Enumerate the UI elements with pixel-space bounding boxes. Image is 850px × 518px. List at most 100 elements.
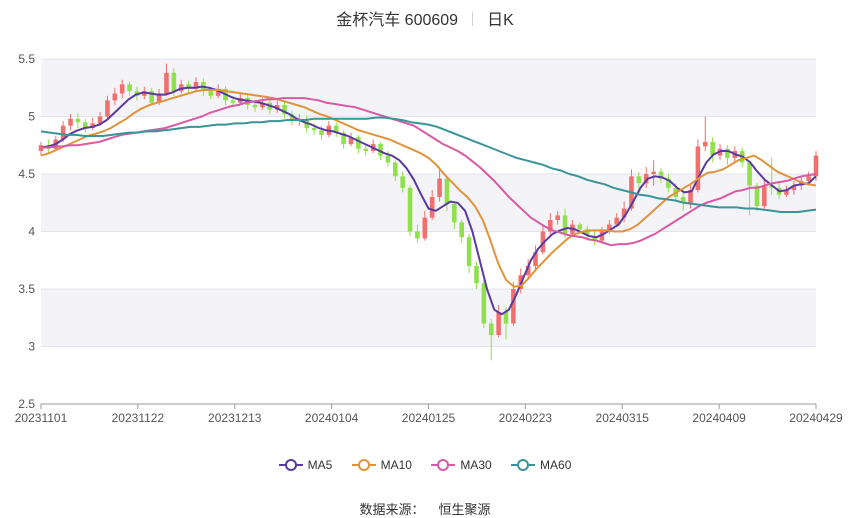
candle-down — [385, 155, 391, 163]
candle-down — [725, 148, 730, 158]
candle-down — [149, 91, 155, 103]
candle-down — [171, 72, 177, 92]
y-tick-label: 5 — [28, 110, 35, 124]
candle-down — [378, 144, 383, 156]
candle-up — [156, 93, 162, 103]
legend-item-ma5[interactable]: MA5 — [278, 458, 333, 472]
moving-average-lines — [40, 85, 817, 316]
x-tick-label: 20240104 — [305, 411, 359, 425]
candle-up — [60, 125, 66, 140]
candle-up — [119, 84, 125, 94]
candle-up — [791, 185, 797, 191]
candle-down — [503, 312, 509, 324]
y-axis-ticks: 2.5 3 3.5 4 4.5 5 5.5 — [18, 52, 35, 411]
candle-up — [429, 197, 435, 218]
legend-label-ma60: MA60 — [540, 458, 572, 472]
legend-item-ma30[interactable]: MA30 — [431, 458, 492, 472]
candle-up — [688, 190, 693, 203]
candle-up — [164, 72, 169, 94]
legend-label-ma5: MA5 — [307, 458, 333, 472]
plot-band — [41, 59, 816, 117]
candle-up — [215, 88, 221, 96]
y-tick-label: 3 — [28, 340, 35, 354]
candle-up — [437, 178, 442, 197]
x-tick-label: 20240125 — [402, 411, 456, 425]
candle-up — [105, 100, 110, 117]
candle-up — [422, 217, 428, 239]
candle-down — [319, 130, 324, 135]
legend: MA5 MA10 MA30 MA60 — [0, 458, 850, 474]
candle-up — [607, 224, 612, 232]
x-axis-ticks: 20231101 20231122 20231213 20240104 20240125… — [15, 404, 843, 425]
candle-down — [407, 187, 413, 232]
y-tick-label: 4.5 — [18, 167, 35, 181]
candle-up — [540, 231, 546, 253]
x-tick-label: 20231101 — [15, 411, 68, 425]
line-ma10 — [40, 89, 817, 288]
plot-band — [41, 289, 816, 347]
candle-down — [754, 185, 760, 207]
legend-swatch-ma60 — [511, 459, 536, 471]
candle-down — [289, 114, 295, 122]
candle-down — [459, 222, 465, 238]
candle-down — [392, 162, 398, 177]
legend-item-ma10[interactable]: MA10 — [351, 458, 412, 472]
candle-down — [452, 203, 457, 223]
candle-down — [356, 137, 361, 149]
y-tick-label: 4 — [28, 225, 35, 239]
candle-down — [577, 224, 583, 230]
candle-up — [806, 176, 811, 181]
legend-swatch-ma5 — [278, 459, 303, 471]
x-tick-label: 20231122 — [112, 411, 165, 425]
legend-item-ma60[interactable]: MA60 — [511, 458, 571, 472]
source-label: 数据来源： — [359, 502, 425, 517]
candle-down — [186, 84, 191, 89]
candle-down — [658, 171, 664, 179]
legend-swatch-ma10 — [351, 459, 376, 471]
candle-down — [747, 162, 752, 186]
candle-down — [311, 128, 317, 131]
candle-up — [762, 185, 767, 207]
x-tick-label: 20231213 — [208, 411, 262, 425]
line-ma60 — [40, 116, 817, 213]
candle-up — [614, 217, 620, 225]
candle-up — [784, 190, 789, 195]
candle-up — [547, 220, 553, 232]
candle-up — [496, 312, 501, 335]
candle-up — [621, 208, 627, 218]
candle-down — [230, 100, 236, 103]
x-tick-label: 20240223 — [499, 411, 553, 425]
candle-down — [363, 148, 369, 151]
candle-down — [252, 105, 258, 108]
legend-label-ma10: MA10 — [380, 458, 412, 472]
candle-up — [68, 118, 73, 126]
candle-down — [636, 176, 642, 184]
chart-header: 金杯汽车 600609 日K — [0, 6, 850, 30]
legend-swatch-ma30 — [431, 459, 456, 471]
x-tick-label: 20240315 — [596, 411, 650, 425]
candlestick-chart: 2.5 3 3.5 4 4.5 5 5.5 20231101 20231122 20231213… — [15, 52, 843, 425]
x-tick-label: 20240429 — [789, 411, 843, 425]
candle-down — [444, 178, 450, 204]
period-label: 日K — [487, 12, 514, 29]
candle-down — [466, 237, 472, 266]
candle-up — [702, 141, 708, 147]
candle-up — [260, 102, 265, 108]
source-name: 恒生聚源 — [438, 502, 491, 517]
x-tick-label: 20240409 — [692, 411, 746, 425]
header-divider — [472, 12, 474, 26]
line-ma30 — [41, 97, 817, 247]
candle-down — [584, 229, 590, 237]
y-tick-label: 3.5 — [18, 282, 35, 296]
candle-up — [525, 266, 531, 276]
candle-up — [90, 123, 95, 128]
candle-up — [533, 252, 538, 266]
candle-up — [193, 82, 199, 89]
candle-down — [666, 178, 671, 188]
candle-down — [481, 283, 487, 324]
candle-down — [208, 91, 214, 96]
candle-up — [348, 137, 354, 145]
candle-down — [710, 141, 715, 156]
candle-up — [599, 231, 605, 241]
candle-up — [511, 289, 516, 324]
